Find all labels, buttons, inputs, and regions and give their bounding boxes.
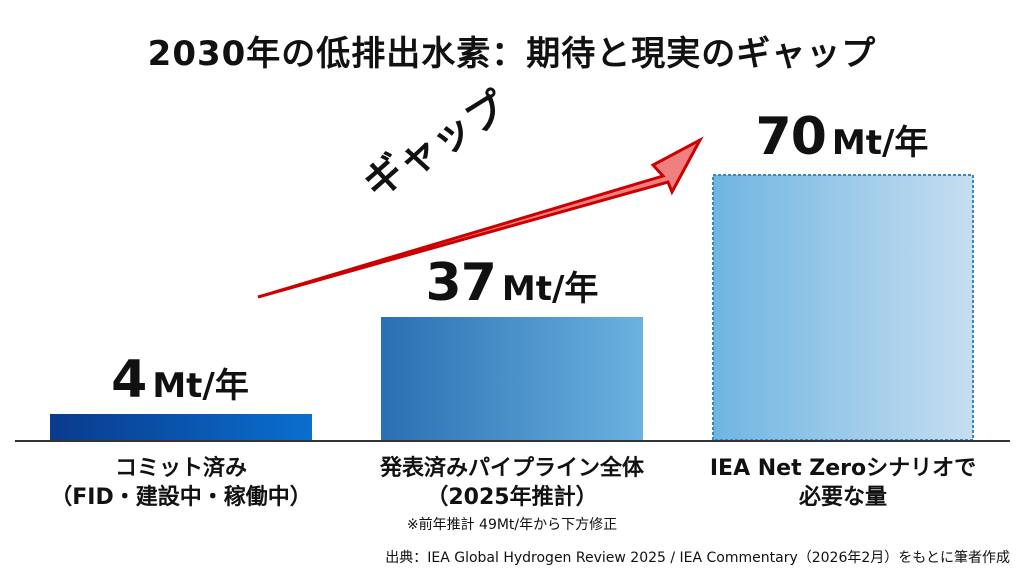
category-label-2: 発表済みパイプライン全体 （2025年推計）: [379, 456, 644, 510]
value-label-3: 70 Mt/年: [755, 107, 929, 167]
value-label-1: 4 Mt/年: [111, 350, 249, 410]
category-label-1: コミット済み （FID・建設中・稼働中）: [50, 456, 312, 510]
value-label-2: 37 Mt/年: [425, 253, 599, 313]
revision-note: ※前年推計 49Mt/年から下方修正: [406, 517, 618, 533]
gap-arrow: [257, 136, 704, 299]
bar-1: [50, 414, 312, 440]
category-label-3: IEA Net Zeroシナリオで 必要な量: [709, 456, 977, 510]
chart-title: 2030年の低排出水素：期待と現実のギャップ: [147, 34, 877, 74]
bar-3: [712, 174, 974, 441]
source-note: 出典：IEA Global Hydrogen Review 2025 / IEA…: [385, 550, 1010, 566]
bar-2: [381, 317, 643, 440]
